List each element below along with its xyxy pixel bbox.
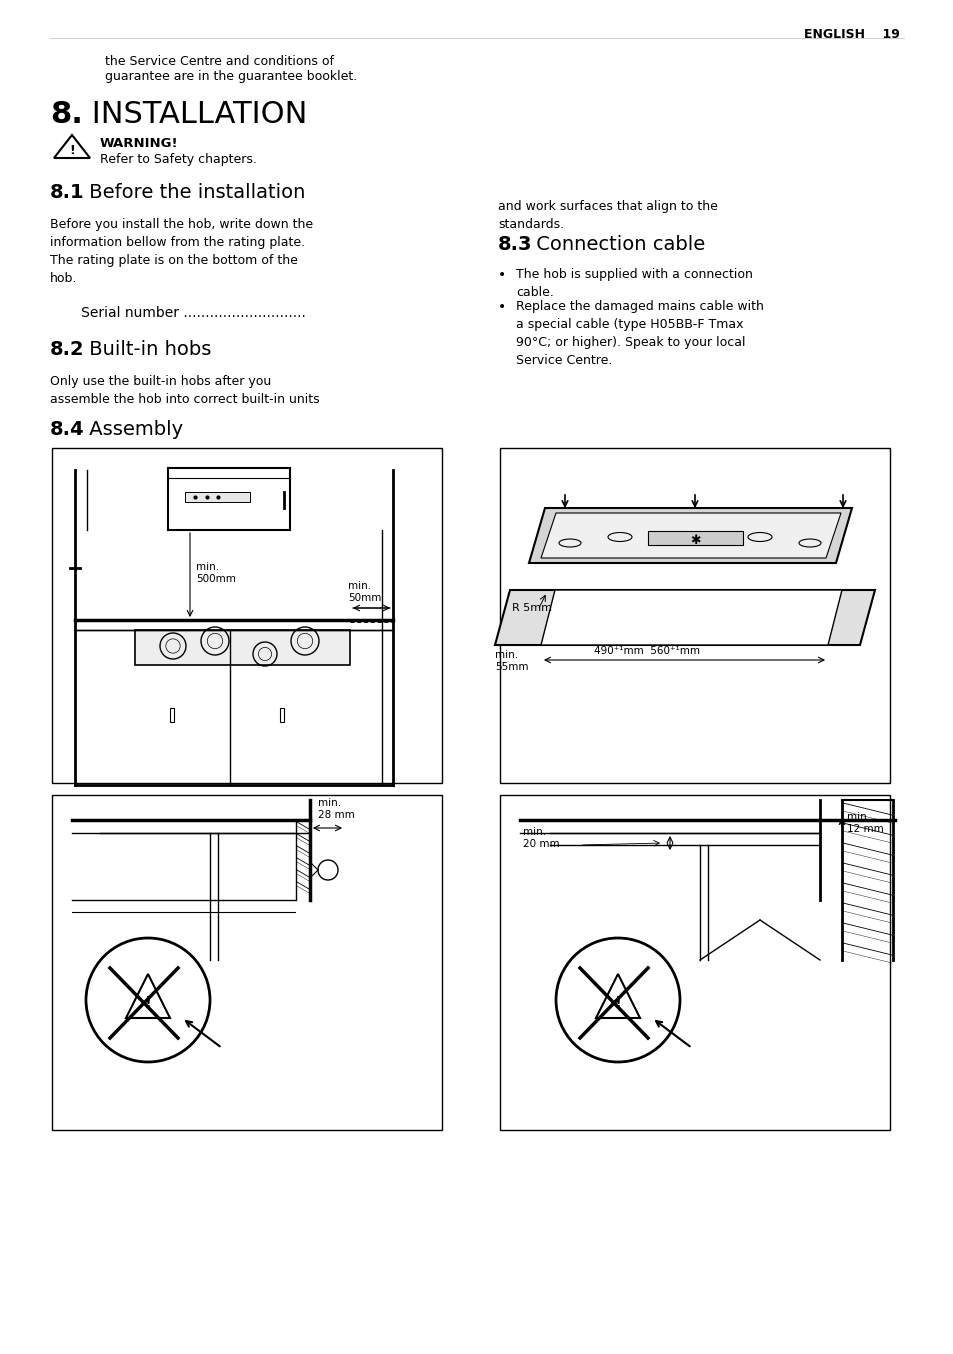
Text: 8.1: 8.1 (50, 183, 85, 202)
Text: Replace the damaged mains cable with
a special cable (type H05BB-F Tmax
90°C; or: Replace the damaged mains cable with a s… (516, 301, 763, 367)
Text: •: • (497, 301, 506, 314)
Text: 8.: 8. (50, 100, 83, 129)
Text: the Service Centre and conditions of: the Service Centre and conditions of (105, 56, 334, 68)
Bar (170, 708, 173, 722)
Text: min.
20 mm: min. 20 mm (522, 827, 559, 849)
Text: min.
12 mm: min. 12 mm (846, 812, 882, 834)
Text: Built-in hobs: Built-in hobs (83, 340, 212, 359)
Text: WARNING!: WARNING! (100, 137, 178, 150)
Text: ✱: ✱ (689, 533, 700, 547)
Text: ENGLISH    19: ENGLISH 19 (803, 28, 899, 41)
Bar (185, 492, 250, 502)
Polygon shape (495, 590, 874, 645)
Text: 8.3: 8.3 (497, 236, 532, 255)
Bar (280, 708, 284, 722)
Text: Assembly: Assembly (83, 420, 183, 439)
Text: The hob is supplied with a connection
cable.: The hob is supplied with a connection ca… (516, 268, 752, 299)
Text: Refer to Safety chapters.: Refer to Safety chapters. (100, 153, 256, 167)
Bar (135, 630, 350, 665)
Text: Serial number ............................: Serial number ..........................… (68, 306, 306, 320)
Text: !: ! (145, 997, 152, 1011)
Text: Before you install the hob, write down the
information bellow from the rating pl: Before you install the hob, write down t… (50, 218, 313, 284)
Text: 490⁺¹mm  560⁺¹mm: 490⁺¹mm 560⁺¹mm (594, 646, 700, 655)
Text: Only use the built-in hobs after you
assemble the hob into correct built-in unit: Only use the built-in hobs after you ass… (50, 375, 319, 406)
Text: 8.2: 8.2 (50, 340, 85, 359)
Text: •: • (497, 268, 506, 282)
Text: R 5mm: R 5mm (512, 603, 552, 613)
Text: guarantee are in the guarantee booklet.: guarantee are in the guarantee booklet. (105, 70, 356, 83)
Text: min.
50mm: min. 50mm (348, 581, 381, 603)
Bar (52, 795, 441, 1131)
Text: !: ! (69, 144, 74, 157)
Polygon shape (540, 590, 841, 645)
Text: min.
28 mm: min. 28 mm (317, 799, 355, 821)
Circle shape (556, 938, 679, 1062)
Circle shape (86, 938, 210, 1062)
Bar (52, 448, 441, 783)
Bar (647, 531, 742, 546)
Text: 8.4: 8.4 (50, 420, 85, 439)
Text: min.
500mm: min. 500mm (195, 562, 235, 584)
Text: and work surfaces that align to the
standards.: and work surfaces that align to the stan… (497, 200, 717, 232)
Bar (499, 795, 889, 1131)
Text: Connection cable: Connection cable (530, 236, 704, 255)
Polygon shape (529, 508, 851, 563)
Text: INSTALLATION: INSTALLATION (82, 100, 307, 129)
Bar (499, 448, 889, 783)
Text: !: ! (614, 997, 620, 1011)
Text: min.
55mm: min. 55mm (495, 650, 528, 672)
Text: Before the installation: Before the installation (83, 183, 305, 202)
Polygon shape (540, 513, 841, 558)
